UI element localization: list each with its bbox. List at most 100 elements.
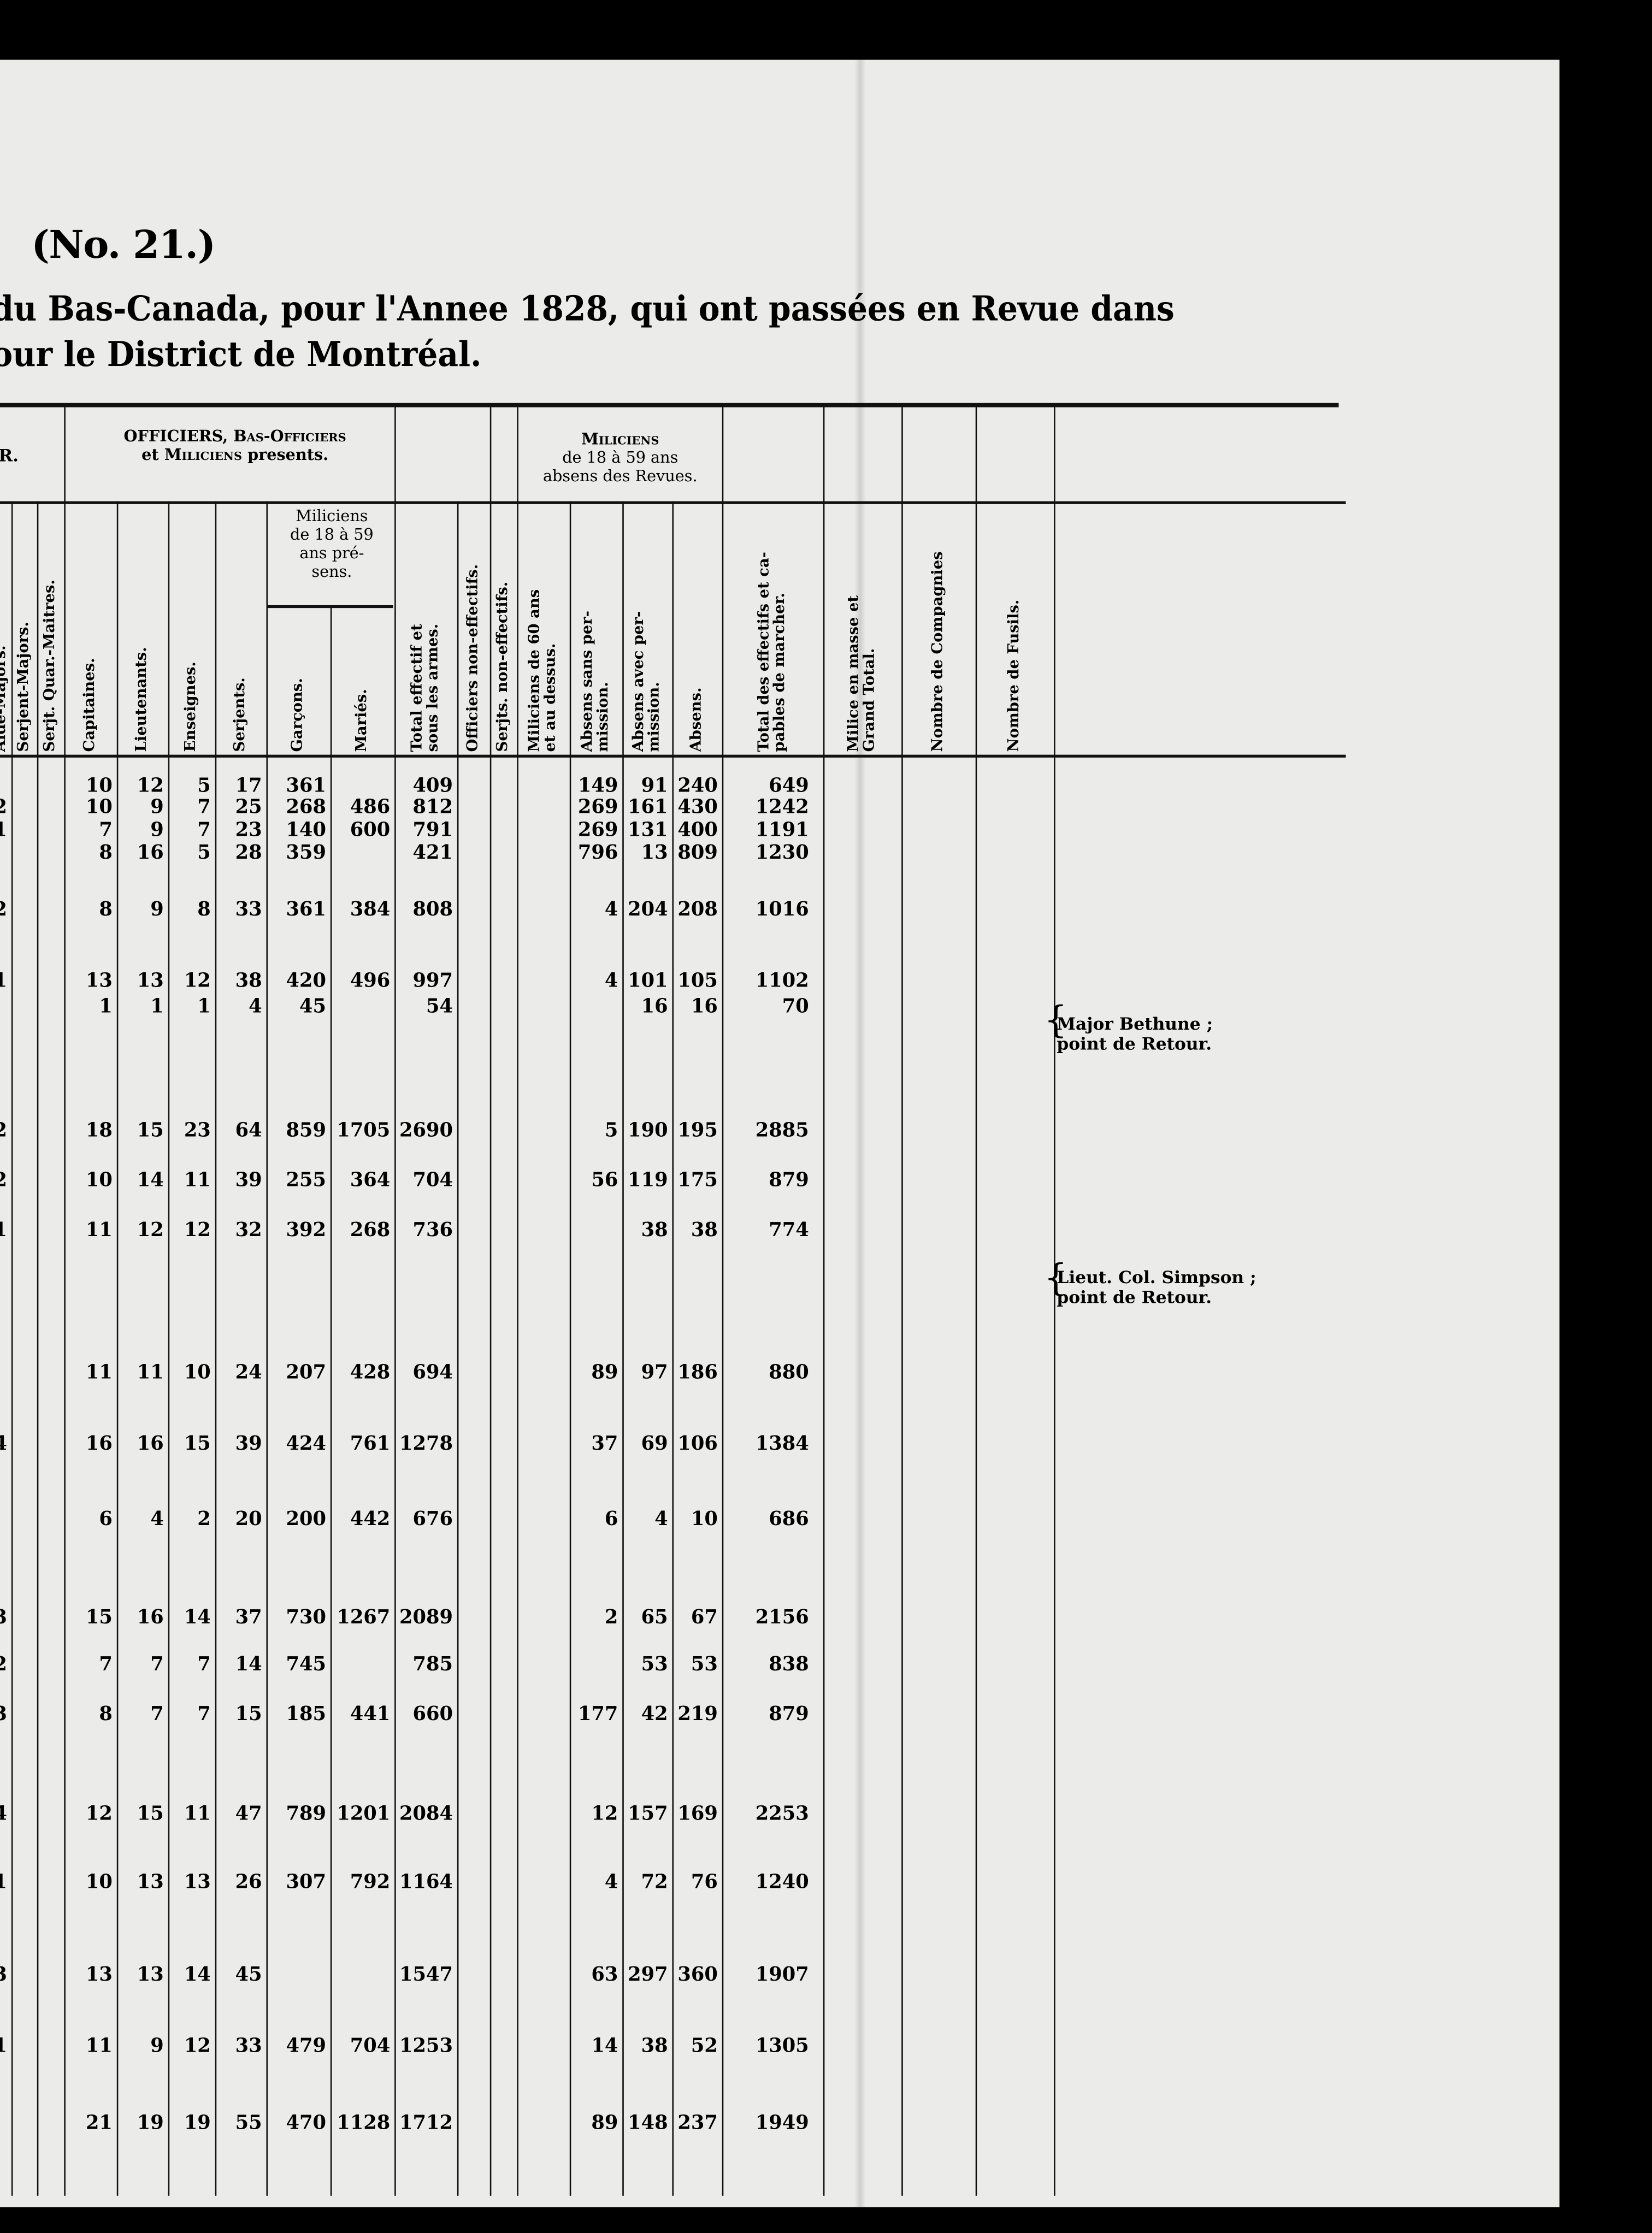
group-absent-text: absens des Revues. (542, 467, 698, 486)
table-cell-lieut: 15 (137, 1803, 164, 1826)
table-cell-sans: 5 (604, 1119, 618, 1142)
group-absent-text: Miliciens (581, 430, 659, 449)
column-header-total-capables: Total des effectifs et ca- pables de mar… (755, 552, 788, 752)
table-cell-ens: 12 (184, 2035, 211, 2058)
table-cell-avec: 101 (628, 970, 668, 993)
column-rule (457, 501, 459, 2196)
table-cell-abs: 67 (691, 1606, 718, 1629)
table-cell-abs: 186 (677, 1361, 718, 1384)
group-absent-text: de 18 à 59 ans (562, 448, 678, 468)
table-cell-cap: 13 (85, 970, 113, 993)
table-cell-ens: 15 (184, 1432, 211, 1456)
column-header-garcons: Garçons. (289, 678, 306, 752)
table-cell-totdes: 2885 (755, 1119, 809, 1142)
table-cell-serj: 47 (235, 1803, 262, 1826)
table-cell-serj: 39 (235, 1432, 262, 1456)
table-cell-serj: 25 (235, 796, 262, 819)
table-cell-cap: 10 (85, 1871, 113, 1894)
table-cell-cap: 16 (85, 1432, 113, 1456)
table-cell-cap: 11 (85, 2035, 113, 2058)
column-rule (975, 407, 978, 2196)
table-cell-abs: 169 (677, 1803, 718, 1826)
table-cell-cap: 1 (99, 995, 113, 1018)
table-cell-garc: 255 (286, 1169, 326, 1192)
table-cell-tot: 2084 (399, 1803, 453, 1826)
table-cell-sans: 37 (591, 1432, 618, 1456)
table-cell-garc: 470 (286, 2112, 326, 2135)
table-cell-serj: 26 (235, 1871, 262, 1894)
table-cell-totdes: 879 (769, 1703, 809, 1726)
table-cell-tot: 1278 (399, 1432, 453, 1456)
table-cell-ens: 2 (197, 1508, 211, 1531)
table-cell-cut: 2 (0, 1169, 7, 1192)
table-cell-sans: 796 (577, 841, 618, 865)
table-cell-serj: 55 (235, 2112, 262, 2135)
document-title-line-1: du Bas-Canada, pour l'Annee 1828, qui on… (0, 287, 1175, 329)
column-header-aide-majors: Aide-Majors. (0, 645, 9, 752)
table-cell-avec: 72 (641, 1871, 668, 1894)
column-rule (330, 605, 333, 2196)
table-cell-avec: 13 (641, 841, 668, 865)
table-cell-lieut: 16 (137, 841, 164, 865)
table-cell-abs: 360 (677, 1963, 718, 1987)
table-cell-serj: 33 (235, 2035, 262, 2058)
table-cell-cap: 8 (99, 1703, 113, 1726)
table-cell-cut: 4 (0, 1803, 7, 1826)
table-cell-serj: 33 (235, 898, 262, 921)
table-cell-lieut: 13 (137, 970, 164, 993)
table-cell-ens: 5 (197, 775, 211, 798)
group-present-text: Bas-Officiers (233, 427, 346, 446)
table-cell-garc: 45 (299, 995, 326, 1018)
table-cell-serj: 45 (235, 1963, 262, 1987)
document-number: (No. 21.) (31, 223, 216, 268)
table-cell-cut: 1 (0, 1871, 7, 1894)
table-cell-sans: 12 (591, 1803, 618, 1826)
table-cell-cap: 11 (85, 1361, 113, 1384)
column-rule (266, 501, 269, 2196)
table-cell-avec: 204 (628, 898, 668, 921)
table-cell-sans: 4 (604, 898, 618, 921)
table-cell-tot: 676 (412, 1508, 453, 1531)
table-cell-cut: 1 (0, 819, 7, 842)
brace-icon: { (1043, 1000, 1067, 1043)
column-header-absens-avec: Absens avec per- mission. (630, 611, 663, 752)
table-cell-serj: 23 (235, 818, 262, 842)
group-present-text: presents. (247, 445, 329, 464)
table-cell-cap: 11 (85, 1219, 113, 1242)
table-cell-garc: 859 (286, 1119, 326, 1142)
table-cell-ens: 8 (197, 898, 211, 921)
table-cell-lieut: 16 (137, 1606, 164, 1629)
table-cell-serj: 64 (235, 1119, 262, 1142)
table-cell-garc: 392 (286, 1219, 326, 1242)
table-cell-mar: 761 (350, 1432, 391, 1456)
table-cell-cut: 2 (0, 796, 7, 819)
table-cell-totdes: 1191 (755, 818, 809, 842)
table-cell-lieut: 19 (137, 2112, 164, 2135)
table-cell-tot: 409 (412, 775, 453, 798)
table-cell-garc: 361 (286, 898, 326, 921)
table-cell-abs: 809 (677, 841, 718, 865)
table-cell-ens: 19 (184, 2112, 211, 2135)
table-cell-tot: 660 (412, 1703, 453, 1726)
table-cell-ens: 7 (197, 1653, 211, 1676)
group-present-text: Miliciens (164, 445, 243, 464)
table-cell-abs: 106 (677, 1432, 718, 1456)
column-rule (116, 501, 119, 2196)
table-cell-avec: 91 (641, 775, 668, 798)
column-header-serjts-non-effectifs: Serjts. non-effectifs. (494, 581, 511, 752)
table-cell-avec: 297 (628, 1963, 668, 1987)
table-cell-tot: 1164 (399, 1871, 453, 1894)
column-header-capitaines: Capitaines. (81, 658, 98, 752)
table-cell-ens: 12 (184, 1219, 211, 1242)
table-cell-abs: 400 (677, 818, 718, 842)
table-cell-cap: 8 (99, 898, 113, 921)
table-cell-garc: 745 (286, 1653, 326, 1676)
table-cell-totdes: 686 (769, 1508, 809, 1531)
table-cell-cut: 3 (0, 1703, 7, 1726)
table-cell-sans: 56 (591, 1169, 618, 1192)
document-title-line-2: our le District de Montréal. (0, 333, 482, 375)
column-header-serjents: Serjents. (231, 677, 249, 752)
remark-note: Lieut. Col. Simpson ; point de Retour. (1057, 1267, 1256, 1308)
table-cell-ens: 10 (184, 1361, 211, 1384)
